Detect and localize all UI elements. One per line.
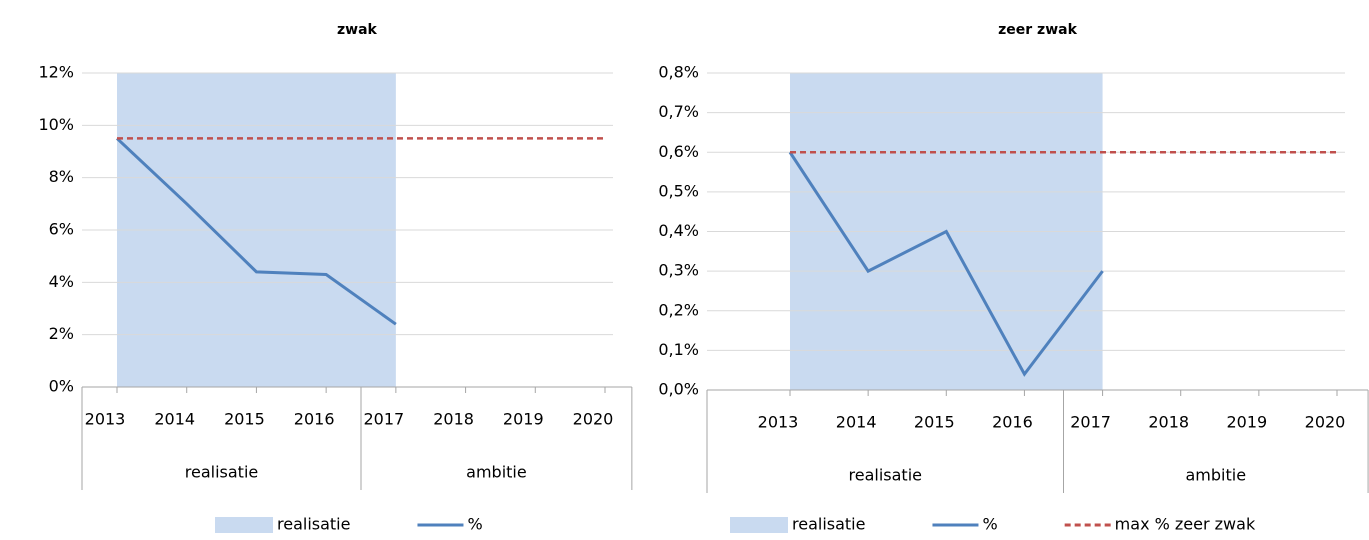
legend-label: % [982, 515, 997, 534]
x-tick-label: 2018 [1148, 413, 1189, 432]
x-tick-label: 2014 [154, 410, 195, 429]
x-tick-label: 2013 [758, 413, 799, 432]
group-label: realisatie [849, 466, 922, 485]
y-tick-label: 0,8% [658, 63, 699, 82]
x-tick-label: 2013 [85, 410, 126, 429]
legend-swatch [730, 517, 788, 533]
y-tick-label: 12% [38, 63, 74, 82]
y-tick-label: 8% [49, 167, 74, 186]
y-tick-label: 0,5% [658, 181, 699, 200]
y-tick-label: 0,1% [658, 340, 699, 359]
group-label: ambitie [1186, 466, 1247, 485]
x-tick-label: 2018 [433, 410, 474, 429]
x-tick-label: 2020 [1305, 413, 1346, 432]
group-label: realisatie [185, 463, 258, 482]
x-tick-label: 2015 [224, 410, 265, 429]
x-tick-label: 2020 [573, 410, 614, 429]
x-tick-label: 2016 [294, 410, 335, 429]
y-tick-label: 6% [49, 220, 74, 239]
y-tick-label: 0,6% [658, 142, 699, 161]
x-tick-label: 2019 [503, 410, 544, 429]
y-tick-label: 2% [49, 324, 74, 343]
y-tick-label: 0,2% [658, 300, 699, 319]
x-tick-label: 2015 [914, 413, 955, 432]
y-tick-label: 0,7% [658, 102, 699, 121]
y-tick-label: 0,0% [658, 380, 699, 399]
x-tick-label: 2016 [992, 413, 1033, 432]
legend-swatch [215, 517, 273, 533]
x-tick-label: 2017 [363, 410, 404, 429]
x-tick-label: 2019 [1226, 413, 1267, 432]
data-line [115, 137, 397, 326]
y-tick-label: 0% [49, 377, 74, 396]
y-tick-label: 0,3% [658, 261, 699, 280]
data-line [788, 151, 1104, 377]
y-tick-label: 4% [49, 272, 74, 291]
legend-label: realisatie [277, 515, 350, 534]
x-tick-label: 2014 [836, 413, 877, 432]
y-tick-label: 0,4% [658, 221, 699, 240]
group-label: ambitie [466, 463, 527, 482]
chart-title: zwak [337, 22, 378, 38]
legend-label: % [467, 515, 482, 534]
x-tick-label: 2017 [1070, 413, 1111, 432]
legend-label: realisatie [792, 515, 865, 534]
legend-label: max % zeer zwak [1115, 515, 1256, 534]
y-tick-label: 10% [38, 115, 74, 134]
chart-title: zeer zwak [998, 22, 1077, 38]
